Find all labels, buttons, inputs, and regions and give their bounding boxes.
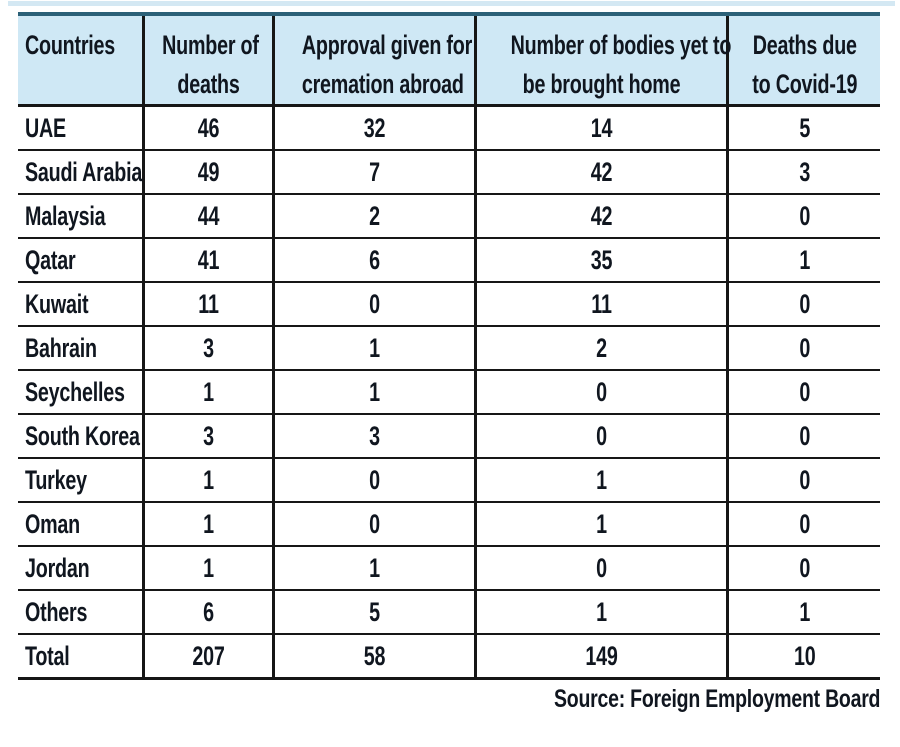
cell-bodies-yet-home: 1 — [473, 590, 727, 635]
source-attribution: Source: Foreign Employment Board — [553, 685, 880, 713]
table-header: Countries Number of deaths Approval give… — [18, 14, 880, 107]
table-body: UAE 46 32 14 5 Saudi Arabia 49 7 42 3 Ma… — [18, 105, 880, 680]
table-row: Seychelles 1 1 0 0 — [18, 370, 880, 415]
cell-bodies-yet-home: 14 — [473, 105, 727, 151]
cell-country: Others — [18, 590, 143, 635]
cell-covid-deaths: 0 — [725, 546, 880, 591]
cell-bodies-yet-home: 42 — [473, 194, 727, 239]
cell-country: Saudi Arabia — [18, 150, 143, 195]
cell-bodies-yet-home: 2 — [473, 326, 727, 371]
cell-country: South Korea — [18, 414, 143, 459]
cell-number-of-deaths: 11 — [141, 282, 273, 327]
cell-approval-cremation: 1 — [271, 370, 475, 415]
cell-approval-cremation: 2 — [271, 194, 475, 239]
cell-country: Seychelles — [18, 370, 143, 415]
cell-covid-deaths: 0 — [725, 194, 880, 239]
cell-approval-cremation: 58 — [271, 634, 475, 680]
col-header-bodies-yet-home: Number of bodies yet to be brought home — [473, 14, 731, 107]
cell-number-of-deaths: 1 — [141, 458, 273, 503]
cell-number-of-deaths: 41 — [141, 238, 273, 283]
table-row: Kuwait 11 0 11 0 — [18, 282, 880, 327]
cell-approval-cremation: 3 — [271, 414, 475, 459]
col-header-bodies-yet-home-label: Number of bodies yet to be brought home — [510, 30, 731, 99]
cell-country: Bahrain — [18, 326, 143, 371]
col-header-countries: Countries — [18, 14, 143, 107]
cell-country: Malaysia — [18, 194, 143, 239]
cell-covid-deaths: 3 — [725, 150, 880, 195]
cell-country: UAE — [18, 105, 143, 151]
table-row: Malaysia 44 2 42 0 — [18, 194, 880, 239]
cell-country: Oman — [18, 502, 143, 547]
cell-country: Turkey — [18, 458, 143, 503]
table-row: Turkey 1 0 1 0 — [18, 458, 880, 503]
table-row: Saudi Arabia 49 7 42 3 — [18, 150, 880, 195]
cell-number-of-deaths: 1 — [141, 502, 273, 547]
cell-number-of-deaths: 3 — [141, 414, 273, 459]
cell-approval-cremation: 0 — [271, 458, 475, 503]
cell-country: Qatar — [18, 238, 143, 283]
table-row: Jordan 1 1 0 0 — [18, 546, 880, 591]
cell-approval-cremation: 6 — [271, 238, 475, 283]
cell-covid-deaths: 0 — [725, 458, 880, 503]
cell-number-of-deaths: 6 — [141, 590, 273, 635]
source-line: Source: Foreign Employment Board — [18, 685, 880, 714]
cell-number-of-deaths: 1 — [141, 546, 273, 591]
cell-bodies-yet-home: 1 — [473, 502, 727, 547]
cell-bodies-yet-home: 11 — [473, 282, 727, 327]
table-row: Others 6 5 1 1 — [18, 590, 880, 635]
col-header-approval-cremation: Approval given for cremation abroad — [271, 14, 475, 107]
cell-covid-deaths: 0 — [725, 326, 880, 371]
col-header-covid-deaths: Deaths due to Covid-19 — [725, 14, 880, 107]
cell-covid-deaths: 0 — [725, 414, 880, 459]
cell-covid-deaths: 1 — [725, 238, 880, 283]
cell-approval-cremation: 0 — [271, 282, 475, 327]
cell-covid-deaths: 5 — [725, 105, 880, 151]
cell-number-of-deaths: 3 — [141, 326, 273, 371]
decorative-top-strip — [8, 1, 895, 6]
cell-country: Kuwait — [18, 282, 143, 327]
cell-approval-cremation: 32 — [271, 105, 475, 151]
col-header-countries-label: Countries — [25, 30, 116, 60]
cell-number-of-deaths: 46 — [141, 105, 273, 151]
col-header-number-of-deaths: Number of deaths — [141, 14, 273, 107]
table-row: South Korea 3 3 0 0 — [18, 414, 880, 459]
table-row: Qatar 41 6 35 1 — [18, 238, 880, 283]
deaths-table-container: Countries Number of deaths Approval give… — [18, 12, 880, 714]
table-row: Bahrain 3 1 2 0 — [18, 326, 880, 371]
cell-country: Total — [18, 634, 143, 680]
cell-approval-cremation: 7 — [271, 150, 475, 195]
col-header-number-of-deaths-label: Number of deaths — [161, 30, 259, 99]
cell-country: Jordan — [18, 546, 143, 591]
cell-covid-deaths: 0 — [725, 502, 880, 547]
col-header-covid-deaths-label: Deaths due to Covid-19 — [751, 30, 857, 99]
cell-approval-cremation: 0 — [271, 502, 475, 547]
cell-number-of-deaths: 44 — [141, 194, 273, 239]
foreign-employment-deaths-table: Countries Number of deaths Approval give… — [18, 12, 880, 680]
cell-covid-deaths: 0 — [725, 282, 880, 327]
cell-bodies-yet-home: 42 — [473, 150, 727, 195]
cell-covid-deaths: 10 — [725, 634, 880, 680]
cell-approval-cremation: 1 — [271, 546, 475, 591]
cell-bodies-yet-home: 0 — [473, 414, 727, 459]
cell-number-of-deaths: 1 — [141, 370, 273, 415]
table-row: Oman 1 0 1 0 — [18, 502, 880, 547]
cell-number-of-deaths: 207 — [141, 634, 273, 680]
cell-bodies-yet-home: 35 — [473, 238, 727, 283]
table-row: UAE 46 32 14 5 — [18, 105, 880, 151]
cell-covid-deaths: 1 — [725, 590, 880, 635]
table-row: Total 207 58 149 10 — [18, 634, 880, 680]
cell-bodies-yet-home: 0 — [473, 370, 727, 415]
header-row: Countries Number of deaths Approval give… — [18, 14, 880, 107]
cell-number-of-deaths: 49 — [141, 150, 273, 195]
cell-bodies-yet-home: 0 — [473, 546, 727, 591]
cell-bodies-yet-home: 1 — [473, 458, 727, 503]
col-header-approval-cremation-label: Approval given for cremation abroad — [301, 30, 472, 99]
cell-approval-cremation: 5 — [271, 590, 475, 635]
cell-covid-deaths: 0 — [725, 370, 880, 415]
cell-approval-cremation: 1 — [271, 326, 475, 371]
cell-bodies-yet-home: 149 — [473, 634, 727, 680]
